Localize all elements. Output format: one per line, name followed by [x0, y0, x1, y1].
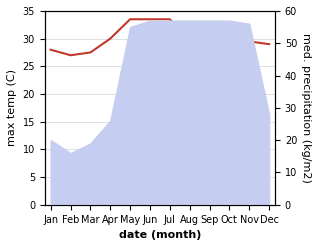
Y-axis label: med. precipitation (kg/m2): med. precipitation (kg/m2): [301, 33, 311, 183]
Y-axis label: max temp (C): max temp (C): [7, 69, 17, 146]
X-axis label: date (month): date (month): [119, 230, 201, 240]
